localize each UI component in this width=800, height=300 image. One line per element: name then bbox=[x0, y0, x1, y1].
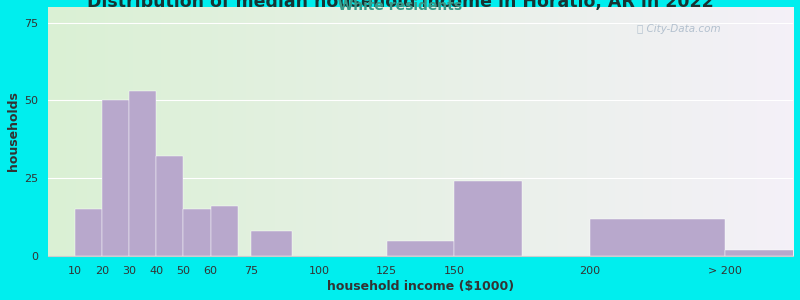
Bar bbox=[726, 250, 800, 256]
Bar bbox=[130, 91, 156, 256]
Y-axis label: households: households bbox=[7, 92, 20, 172]
Bar bbox=[102, 100, 130, 256]
Bar bbox=[454, 182, 522, 256]
Bar bbox=[251, 231, 292, 256]
X-axis label: household income ($1000): household income ($1000) bbox=[327, 280, 514, 293]
Text: Distribution of median household income in Horatio, AR in 2022: Distribution of median household income … bbox=[86, 0, 714, 11]
Bar bbox=[210, 206, 238, 256]
Bar bbox=[75, 209, 102, 256]
Bar bbox=[183, 209, 210, 256]
Bar bbox=[590, 219, 726, 256]
Text: White residents: White residents bbox=[338, 0, 462, 13]
Bar bbox=[386, 241, 454, 256]
Text: ⓘ City-Data.com: ⓘ City-Data.com bbox=[637, 24, 720, 34]
Bar bbox=[156, 157, 183, 256]
